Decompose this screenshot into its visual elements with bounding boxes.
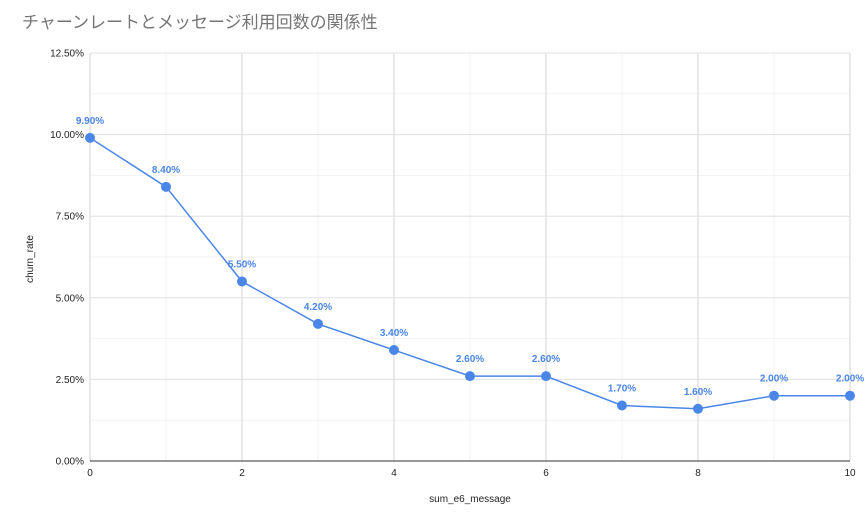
- data-point: [85, 132, 95, 143]
- grid-layer: [89, 52, 851, 462]
- data-label: 2.60%: [456, 354, 484, 365]
- y-tick-label: 7.50%: [56, 212, 84, 223]
- y-axis-label: churn_rate: [25, 235, 36, 283]
- x-tick-label: 2: [239, 468, 245, 479]
- x-tick-label: 8: [695, 468, 701, 479]
- data-label: 3.40%: [380, 328, 408, 339]
- x-axis-label: sum_e6_message: [429, 494, 511, 505]
- data-point: [693, 403, 703, 414]
- data-label: 9.90%: [76, 116, 104, 127]
- data-point: [465, 371, 475, 382]
- data-label: 5.50%: [228, 259, 256, 270]
- data-label: 2.00%: [760, 374, 788, 385]
- data-point: [161, 181, 171, 192]
- y-tick-label: 12.50%: [50, 49, 84, 60]
- data-label: 1.60%: [684, 387, 712, 398]
- data-point: [237, 276, 247, 287]
- chart-title: チャーンレートとメッセージ利用回数の関係性: [22, 13, 378, 33]
- data-point: [617, 400, 627, 411]
- axes-layer: 0.00% 2.50% 5.00% 7.50% 10.00% 12.50% 0 2 4 6 8 10: [50, 49, 856, 480]
- data-label: 8.40%: [152, 165, 180, 176]
- data-point: [389, 345, 399, 356]
- data-point: [769, 390, 779, 401]
- data-label: 2.00%: [836, 374, 864, 385]
- x-tick-label: 4: [391, 468, 397, 479]
- x-tick-label: 0: [87, 468, 93, 479]
- data-label: 4.20%: [304, 302, 332, 313]
- x-tick-label: 6: [543, 468, 549, 479]
- data-label: 1.70%: [608, 384, 636, 395]
- labels-layer: 9.90% 8.40% 5.50% 4.20% 3.40% 2.60% 2.60% 1.70%…: [76, 116, 864, 398]
- y-tick-label: 5.00%: [56, 293, 84, 304]
- x-tick-label: 10: [844, 468, 856, 479]
- data-label: 2.60%: [532, 354, 560, 365]
- data-point: [541, 371, 551, 382]
- series-layer: [85, 132, 855, 414]
- y-tick-label: 10.00%: [50, 130, 84, 141]
- data-point: [845, 390, 855, 401]
- y-tick-label: 2.50%: [56, 375, 84, 386]
- y-tick-label: 0.00%: [56, 457, 84, 468]
- data-point: [313, 318, 323, 329]
